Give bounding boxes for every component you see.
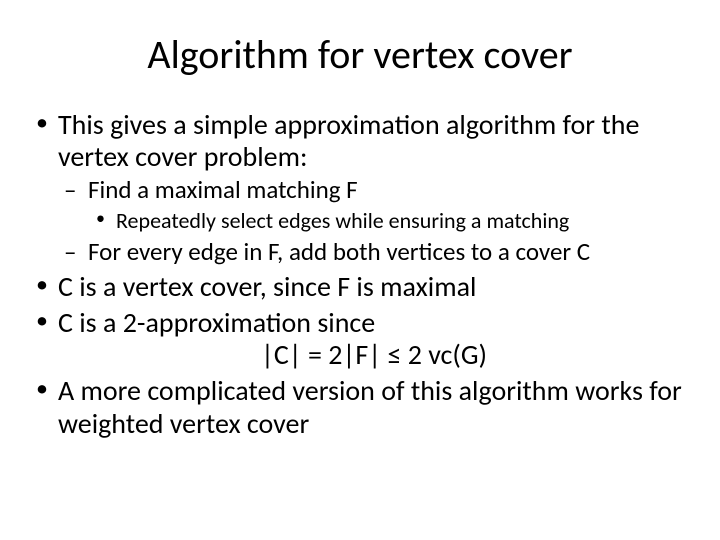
bullet-text: C is a 2-approximation since bbox=[58, 305, 375, 340]
bullet-item: C is a 2-approximation since |C| = 2|F| … bbox=[30, 307, 690, 371]
slide-title: Algorithm for vertex cover bbox=[30, 30, 690, 79]
sub-bullet-item: Find a maximal matching F Repeatedly sel… bbox=[58, 175, 690, 235]
equation-text: |C| = 2|F| ≤ 2 vc(G) bbox=[58, 339, 690, 371]
sub-sub-bullet-item: Repeatedly select edges while ensuring a… bbox=[88, 207, 690, 235]
sub-bullet-list: Find a maximal matching F Repeatedly sel… bbox=[58, 175, 690, 267]
bullet-item: A more complicated version of this algor… bbox=[30, 375, 690, 439]
bullet-text: C is a vertex cover, since F is maximal bbox=[58, 269, 476, 304]
sub-sub-bullet-text: Repeatedly select edges while ensuring a… bbox=[116, 207, 569, 234]
sub-bullet-text: Find a maximal matching F bbox=[88, 174, 358, 205]
slide: Algorithm for vertex cover This gives a … bbox=[0, 0, 720, 540]
sub-bullet-text: For every edge in F, add both vertices t… bbox=[88, 236, 590, 267]
bullet-list: This gives a simple approximation algori… bbox=[30, 109, 690, 440]
bullet-text: A more complicated version of this algor… bbox=[58, 373, 682, 440]
bullet-text: This gives a simple approximation algori… bbox=[58, 107, 639, 174]
sub-sub-bullet-list: Repeatedly select edges while ensuring a… bbox=[88, 207, 690, 235]
bullet-item: This gives a simple approximation algori… bbox=[30, 109, 690, 267]
bullet-item: C is a vertex cover, since F is maximal bbox=[30, 271, 690, 303]
sub-bullet-item: For every edge in F, add both vertices t… bbox=[58, 237, 690, 267]
